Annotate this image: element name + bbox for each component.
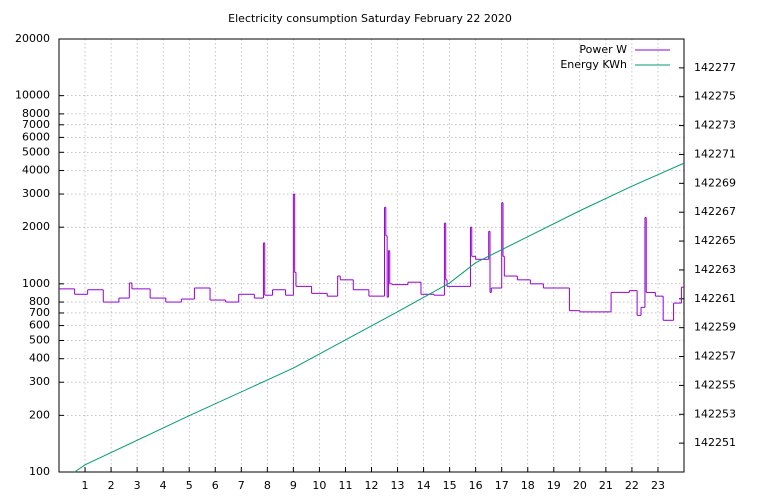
x-tick-label: 14 <box>417 479 431 492</box>
legend-label: Power W <box>579 43 627 56</box>
y-tick-label: 2000 <box>22 220 50 233</box>
x-tick-label: 6 <box>212 479 219 492</box>
x-tick-label: 12 <box>365 479 379 492</box>
y-tick-label: 8000 <box>22 107 50 120</box>
y2-tick-label: 142273 <box>694 119 736 132</box>
x-tick-label: 18 <box>521 479 535 492</box>
y-tick-label: 600 <box>29 319 50 332</box>
y-tick-label: 800 <box>29 295 50 308</box>
x-tick-label: 13 <box>391 479 405 492</box>
x-tick-label: 11 <box>338 479 352 492</box>
y-tick-label: 200 <box>29 408 50 421</box>
x-tick-label: 9 <box>290 479 297 492</box>
y2-tick-label: 142271 <box>694 147 736 160</box>
y-tick-label: 3000 <box>22 187 50 200</box>
y2-tick-label: 142277 <box>694 61 736 74</box>
y-tick-label: 400 <box>29 352 50 365</box>
y2-tick-label: 142257 <box>694 350 736 363</box>
x-tick-label: 8 <box>264 479 271 492</box>
x-tick-label: 15 <box>443 479 457 492</box>
plot-frame <box>58 38 685 473</box>
x-tick-label: 1 <box>82 479 89 492</box>
y2-tick-label: 142253 <box>694 407 736 420</box>
x-tick-label: 23 <box>651 479 665 492</box>
y2-tick-label: 142251 <box>694 436 736 449</box>
y2-tick-label: 142261 <box>694 292 736 305</box>
y-tick-label: 10000 <box>15 89 50 102</box>
x-tick-label: 17 <box>495 479 509 492</box>
chart-title: Electricity consumption Saturday Februar… <box>228 12 512 25</box>
y-tick-label: 6000 <box>22 130 50 143</box>
legend-label: Energy KWh <box>560 58 627 71</box>
y-tick-label: 4000 <box>22 164 50 177</box>
y-tick-label: 7000 <box>22 118 50 131</box>
x-tick-label: 2 <box>108 479 115 492</box>
x-tick-label: 3 <box>134 479 141 492</box>
x-tick-label: 20 <box>573 479 587 492</box>
x-tick-label: 5 <box>186 479 193 492</box>
y2-tick-label: 142259 <box>694 321 736 334</box>
energy-line <box>74 162 685 473</box>
x-tick-label: 21 <box>599 479 613 492</box>
y-tick-label: 20000 <box>15 32 50 45</box>
y-tick-label: 700 <box>29 306 50 319</box>
x-tick-label: 19 <box>547 479 561 492</box>
y-tick-label: 5000 <box>22 145 50 158</box>
y-tick-label: 500 <box>29 333 50 346</box>
x-tick-label: 16 <box>469 479 483 492</box>
x-tick-label: 10 <box>312 479 326 492</box>
y2-tick-label: 142255 <box>694 378 736 391</box>
x-tick-label: 22 <box>625 479 639 492</box>
y2-tick-label: 142265 <box>694 234 736 247</box>
y2-tick-label: 142267 <box>694 205 736 218</box>
y2-tick-label: 142263 <box>694 263 736 276</box>
x-tick-label: 7 <box>238 479 245 492</box>
x-tick-label: 4 <box>160 479 167 492</box>
y-tick-label: 1000 <box>22 277 50 290</box>
y-tick-label: 100 <box>29 465 50 478</box>
y2-tick-label: 142269 <box>694 176 736 189</box>
y2-tick-label: 142275 <box>694 90 736 103</box>
y-tick-label: 300 <box>29 375 50 388</box>
